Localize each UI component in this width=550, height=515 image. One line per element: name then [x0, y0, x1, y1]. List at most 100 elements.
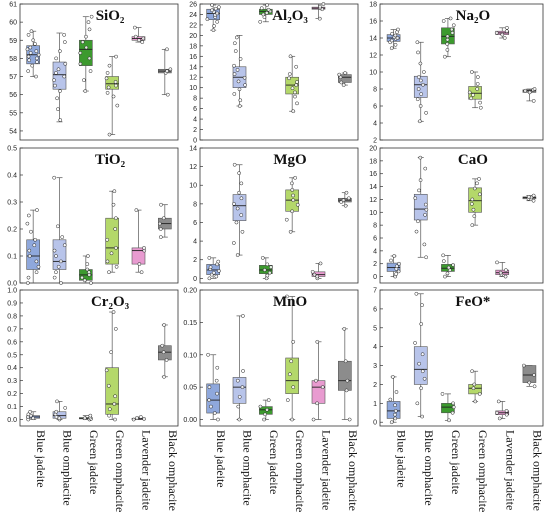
data-point — [164, 358, 169, 362]
data-point — [504, 409, 509, 413]
data-point — [243, 83, 247, 87]
y-tick-label: 10 — [369, 70, 377, 77]
data-point — [237, 417, 242, 422]
data-point — [111, 310, 116, 314]
data-point — [109, 350, 113, 355]
box-green-omphacite — [104, 310, 119, 422]
y-tick-label: 2 — [193, 257, 197, 264]
panel-frame — [199, 3, 359, 141]
data-point — [470, 369, 474, 374]
box-green-jadeite — [79, 254, 93, 285]
iqr-box — [285, 357, 299, 394]
panel-frame — [379, 3, 544, 141]
data-point — [393, 416, 398, 421]
data-point — [396, 269, 401, 274]
data-point — [418, 61, 423, 66]
data-point — [420, 414, 424, 419]
box-green-jadeite — [259, 256, 273, 281]
data-point — [34, 74, 38, 79]
y-tick-label: 12 — [369, 53, 377, 60]
box-blue-jadeite — [386, 27, 401, 51]
data-point — [423, 166, 428, 171]
data-point — [111, 202, 116, 207]
data-point — [206, 352, 210, 357]
data-point — [389, 38, 394, 43]
y-tick-label: 0.05 — [183, 385, 197, 392]
data-point — [231, 241, 236, 245]
category-label-green-omphacite: Green omphacite — [293, 430, 307, 512]
data-point — [235, 206, 240, 211]
box-green-omphacite — [468, 177, 482, 227]
data-point — [104, 368, 109, 373]
data-point — [396, 27, 400, 32]
data-point — [238, 98, 243, 103]
y-tick-label: 1.0 — [7, 288, 17, 295]
box-blue-omphacite — [232, 35, 247, 108]
y-tick-label: 10 — [189, 85, 197, 92]
data-point — [213, 6, 218, 11]
data-point — [26, 69, 31, 73]
data-point — [423, 202, 428, 207]
data-point — [207, 398, 211, 402]
data-point — [168, 67, 173, 72]
y-tick-label: 5 — [373, 325, 377, 332]
y-tick-label: 0.5 — [7, 146, 17, 153]
data-point — [415, 401, 420, 406]
data-point — [214, 378, 219, 383]
data-point — [56, 107, 60, 112]
data-point — [291, 109, 296, 114]
data-point — [451, 23, 456, 28]
data-point — [289, 359, 294, 364]
data-point — [241, 314, 245, 318]
data-point — [107, 132, 112, 137]
data-point — [531, 99, 536, 103]
panel-na2o: 2 4 6 8 10 12 14 16 18 Na₂O — [369, 2, 544, 145]
data-point — [58, 118, 63, 122]
data-point — [393, 409, 398, 413]
data-point — [82, 416, 87, 421]
data-point — [263, 412, 267, 417]
data-point — [416, 50, 420, 55]
y-tick-label: 8 — [193, 201, 197, 208]
data-point — [467, 90, 472, 95]
data-point — [234, 35, 239, 40]
box-blue-jadeite — [205, 3, 221, 33]
data-point — [114, 54, 118, 59]
data-point — [451, 263, 455, 267]
data-point — [475, 181, 479, 186]
data-point — [294, 64, 299, 69]
data-point — [31, 38, 36, 43]
data-point — [140, 40, 145, 44]
data-point — [523, 88, 528, 93]
data-point — [89, 281, 93, 285]
data-point — [59, 259, 63, 264]
data-point — [232, 63, 236, 68]
data-point — [52, 175, 57, 180]
data-point — [87, 270, 91, 275]
data-point — [522, 363, 526, 368]
data-point — [235, 253, 240, 257]
data-point — [107, 270, 111, 275]
data-point — [83, 89, 88, 93]
data-point — [445, 271, 450, 276]
data-point — [418, 78, 423, 83]
y-tick-label: 14 — [369, 184, 377, 191]
y-tick-label: 16 — [369, 171, 377, 178]
panel-mno: 0.00 0.05 0.10 0.15 0.20 MnO — [183, 288, 359, 427]
y-tick-label: 26 — [189, 2, 197, 9]
panel-title: MnO — [273, 294, 307, 310]
box-green-omphacite — [285, 54, 299, 114]
data-point — [394, 264, 399, 269]
data-point — [210, 3, 214, 7]
data-point — [414, 291, 419, 296]
data-point — [113, 327, 118, 331]
box-green-jadeite — [79, 413, 93, 422]
iqr-box — [232, 377, 247, 404]
data-point — [320, 385, 325, 389]
data-point — [216, 417, 220, 422]
data-point — [344, 388, 349, 393]
category-label-lavender-jadeite: Lavender jadeite — [320, 430, 334, 510]
y-tick-label: 55 — [9, 110, 17, 117]
data-point — [233, 49, 238, 53]
panel-frame — [19, 147, 179, 284]
